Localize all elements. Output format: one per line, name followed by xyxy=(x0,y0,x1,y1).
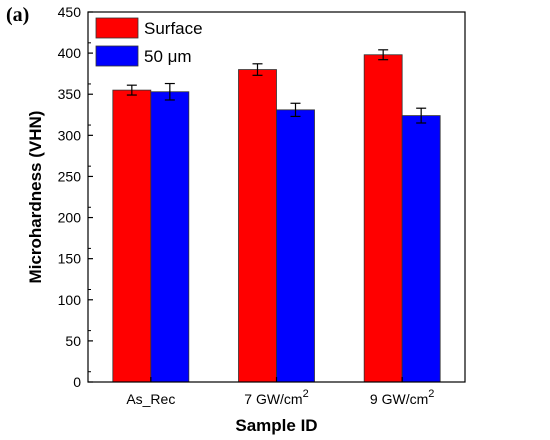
error-bar xyxy=(126,84,137,96)
legend-label: Surface xyxy=(144,19,203,38)
panel-label: (a) xyxy=(6,4,30,26)
x-tick-label: As_Rec xyxy=(126,391,175,407)
y-tick-label: 150 xyxy=(58,251,82,267)
legend: Surface 50 μm xyxy=(95,17,203,67)
bars-layer xyxy=(112,54,441,383)
bar-surface-2 xyxy=(363,54,403,383)
legend-label: 50 μm xyxy=(144,47,192,66)
x-tick-superscript: 2 xyxy=(303,388,309,400)
x-axis: As_Rec 7 GW/cm2 9 GW/cm2 xyxy=(126,377,434,407)
bar-50um-1 xyxy=(276,109,315,383)
y-tick-label: 200 xyxy=(58,210,82,226)
y-tick-label: 250 xyxy=(58,168,82,184)
y-axis: 0 50 100 150 200 250 300 350 400 450 xyxy=(58,4,93,390)
y-axis-title: Microhardness (VHN) xyxy=(26,111,45,284)
error-bar xyxy=(164,82,175,101)
error-bar xyxy=(252,63,263,76)
y-tick-label: 0 xyxy=(73,374,81,390)
error-bar xyxy=(290,102,301,118)
bar-50um-0 xyxy=(150,91,190,383)
y-tick-label: 100 xyxy=(58,292,82,308)
y-tick-label: 300 xyxy=(58,127,82,143)
bar-surface-1 xyxy=(238,69,277,383)
x-tick-superscript: 2 xyxy=(428,388,434,400)
y-tick-label: 400 xyxy=(58,45,82,61)
error-bar xyxy=(416,107,427,124)
x-tick-label: 9 GW/cm2 xyxy=(370,388,434,407)
error-bar xyxy=(378,49,389,61)
error-bars-layer xyxy=(126,49,427,124)
bar-50um-2 xyxy=(401,115,441,383)
legend-item-1: 50 μm xyxy=(95,45,192,67)
legend-swatch xyxy=(95,45,139,67)
x-axis-title: Sample ID xyxy=(235,416,317,435)
legend-swatch xyxy=(95,17,139,39)
bar-surface-0 xyxy=(112,89,152,383)
y-tick-label: 450 xyxy=(58,4,82,20)
x-tick-label: 7 GW/cm2 xyxy=(244,388,308,407)
y-tick-label: 350 xyxy=(58,86,82,102)
legend-item-0: Surface xyxy=(95,17,203,39)
y-tick-label: 50 xyxy=(65,333,81,349)
